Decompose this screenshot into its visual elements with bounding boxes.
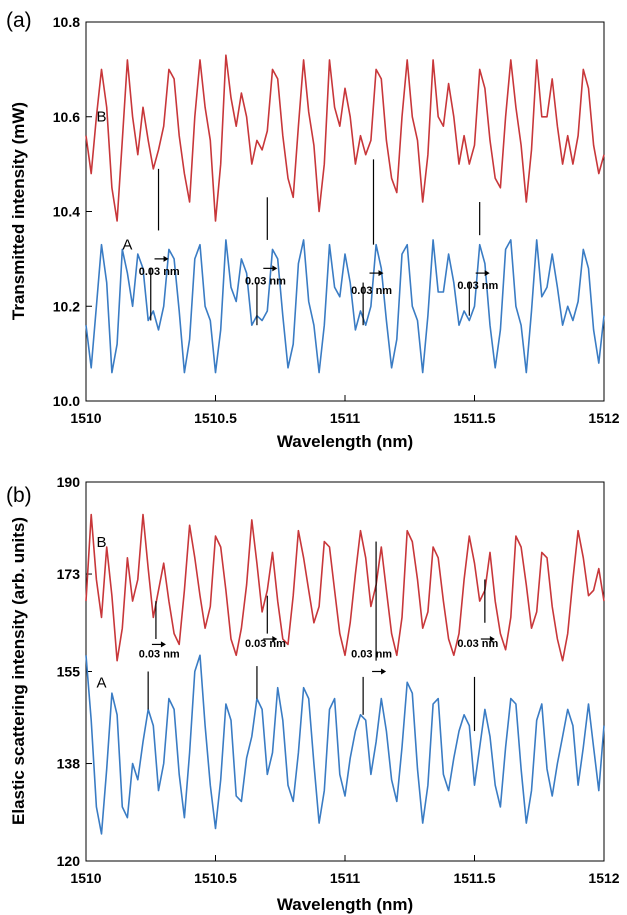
shift-annotation-label: 0.03 nm [245, 638, 286, 650]
series-label-B: B [97, 534, 107, 551]
y-tick-label: 173 [57, 566, 81, 582]
x-ticks-b: 1510 1510.5 1511 1511.5 1512 [70, 855, 620, 886]
shift-annotation-label: 0.03 nm [351, 649, 392, 661]
x-tick-label: 1510.5 [194, 870, 237, 886]
series-A-line [85, 239, 605, 374]
x-tick-label: 1510.5 [194, 410, 237, 426]
panel-label-a: (a) [6, 9, 32, 32]
annotations-a: 0.03 nm 0.03 nm 0.03 nm 0.03 nm [139, 159, 499, 326]
series-label-B: B [97, 108, 107, 125]
y-tick-label: 155 [57, 664, 81, 680]
series-label-A: A [122, 236, 132, 253]
series-group-b: AB [85, 513, 605, 835]
annotations-b: 0.03 nm 0.03 nm 0.03 nm 0.03 nm [139, 541, 499, 732]
y-tick-label: 190 [57, 474, 81, 490]
series-group-a: AB [85, 54, 605, 374]
x-tick-label: 1511.5 [453, 410, 495, 426]
x-axis-label-b: Wavelength (nm) [277, 895, 413, 914]
x-tick-label: 1511 [330, 870, 361, 886]
plot-area-b [85, 481, 605, 862]
shift-arrow-head [160, 641, 166, 648]
shift-arrow-head [272, 636, 278, 643]
x-tick-label: 1512 [588, 410, 619, 426]
series-A-line [85, 654, 605, 835]
x-axis-label-a: Wavelength (nm) [277, 432, 413, 451]
x-tick-label: 1510 [70, 870, 101, 886]
shift-annotation-label: 0.03 nm [245, 275, 286, 287]
y-ticks-b: 120 138 155 173 190 [57, 474, 92, 869]
series-label-A: A [97, 675, 107, 692]
series-B-line [85, 54, 605, 222]
y-tick-label: 138 [57, 756, 81, 772]
x-tick-label: 1510 [70, 410, 101, 426]
shift-arrow-head [378, 270, 384, 277]
shift-arrow-head [489, 636, 495, 643]
x-tick-label: 1512 [588, 870, 619, 886]
shift-arrow-head [484, 270, 490, 277]
panel-label-b: (b) [6, 484, 32, 507]
panel-b: (b) Wavelength (nm) Elastic scattering i… [6, 474, 620, 914]
shift-annotation-label: 0.03 nm [351, 285, 392, 297]
y-axis-label-b: Elastic scattering intensity (arb. units… [9, 517, 28, 825]
panel-a: (a) Wavelength (nm) Transmitted intensit… [6, 9, 620, 451]
x-tick-label: 1511 [330, 410, 361, 426]
shift-arrow-head [272, 265, 278, 272]
series-B-line [85, 513, 605, 662]
shift-annotation-label: 0.03 nm [139, 266, 180, 278]
y-tick-label: 120 [57, 853, 81, 869]
shift-annotation-label: 0.03 nm [457, 638, 498, 650]
x-ticks-a: 1510 1510.5 1511 1511.5 1512 [70, 395, 620, 426]
plot-area-a [85, 21, 605, 402]
shift-arrow-head [381, 668, 387, 675]
y-tick-label: 10.8 [53, 14, 80, 30]
shift-annotation-label: 0.03 nm [139, 649, 180, 661]
shift-annotation-label: 0.03 nm [457, 280, 498, 292]
y-axis-label-a: Transmitted intensity (mW) [9, 102, 28, 320]
y-ticks-a: 10.0 10.2 10.4 10.6 10.8 [53, 14, 92, 409]
y-tick-label: 10.0 [53, 393, 80, 409]
shift-arrow-head [163, 255, 169, 262]
y-tick-label: 10.4 [53, 204, 80, 220]
x-tick-label: 1511.5 [453, 870, 495, 886]
y-tick-label: 10.6 [53, 109, 80, 125]
y-tick-label: 10.2 [53, 298, 80, 314]
